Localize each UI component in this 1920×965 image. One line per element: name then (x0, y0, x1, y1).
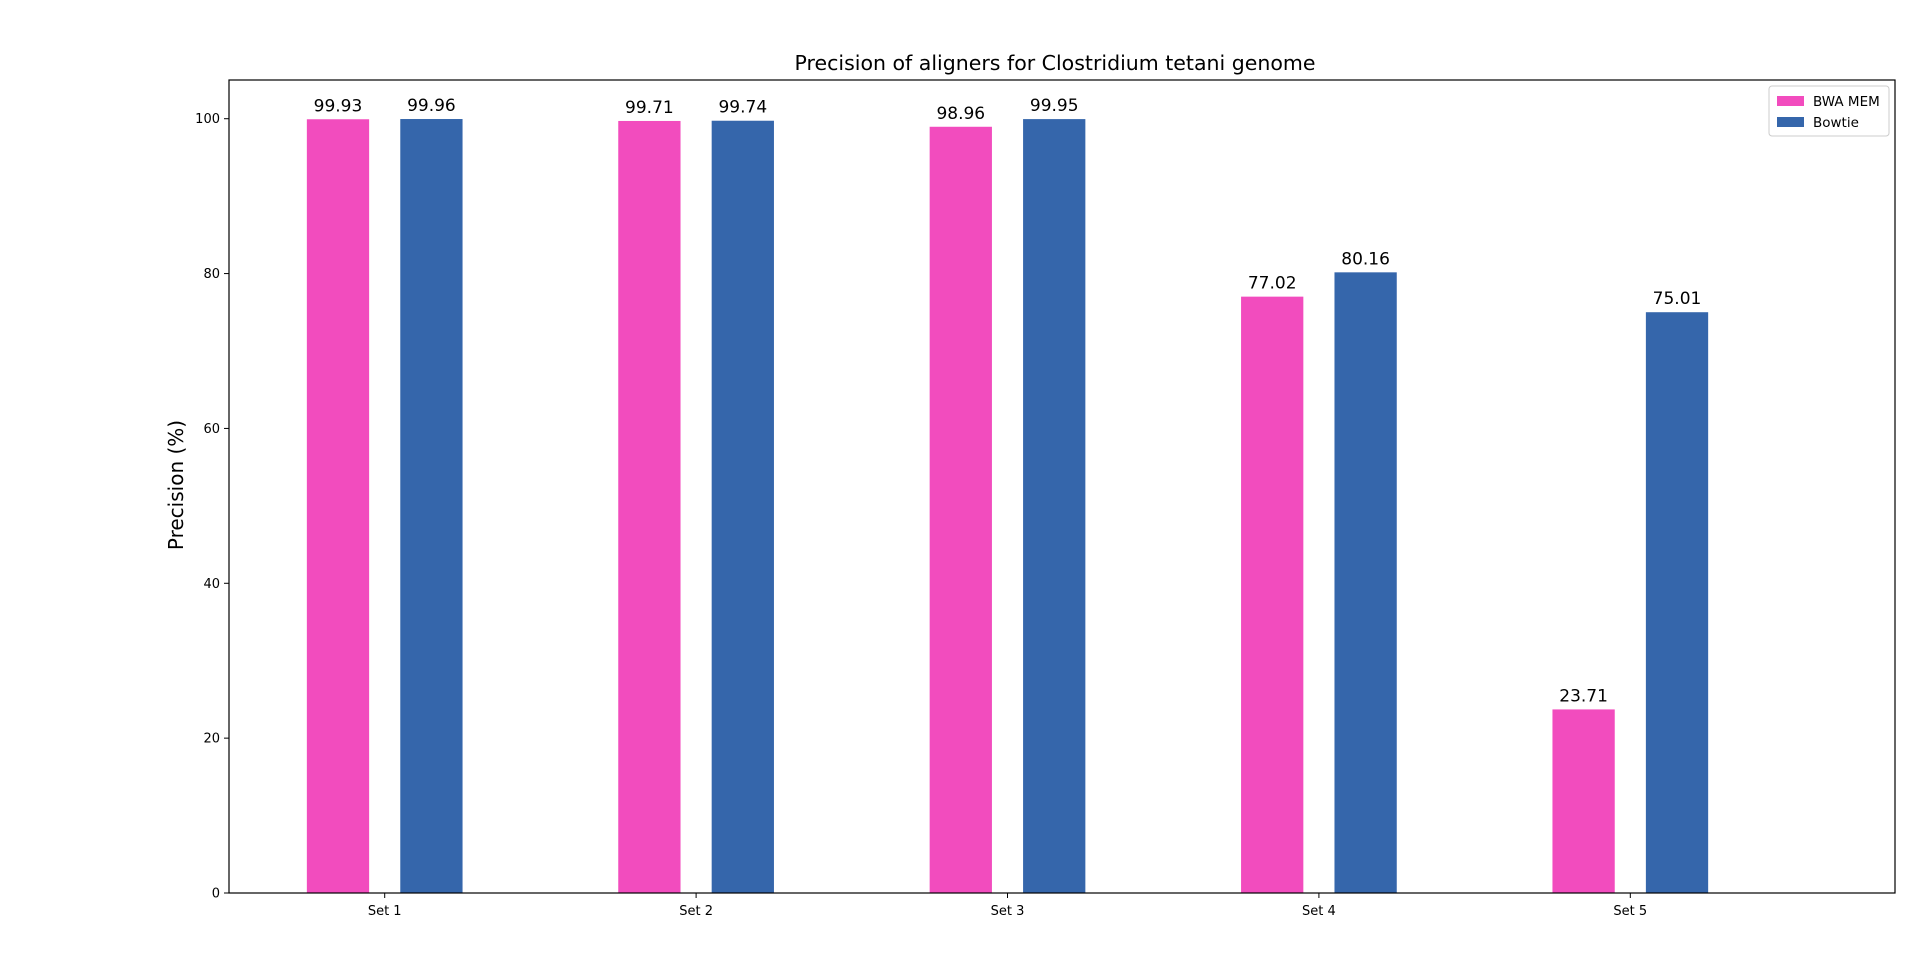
bar-bwa-mem-set-3 (929, 126, 992, 894)
data-label-bowtie-set-5: 75.01 (1653, 289, 1702, 309)
x-tick-label-set-5: Set 5 (1613, 904, 1647, 919)
data-label-bowtie-set-4: 80.16 (1341, 249, 1390, 269)
data-label-bwa-mem-set-3: 98.96 (936, 104, 985, 124)
x-tick-label-set-1: Set 1 (368, 904, 402, 919)
legend-swatch-bowtie (1777, 117, 1804, 127)
bar-bowtie-set-4 (1334, 272, 1397, 893)
data-label-bowtie-set-1: 99.96 (407, 96, 456, 116)
legend-swatch-bwa-mem (1777, 96, 1804, 106)
legend-label-bwa-mem: BWA MEM (1813, 94, 1880, 110)
y-tick-label-100: 100 (195, 112, 220, 127)
y-axis-title: Precision (%) (164, 420, 188, 550)
bars-layer (306, 119, 1709, 894)
y-tick-label-80: 80 (203, 267, 220, 282)
bar-bowtie-set-3 (1023, 119, 1086, 893)
bar-bowtie-set-1 (400, 119, 463, 894)
y-tick-label-40: 40 (203, 577, 220, 592)
bar-bwa-mem-set-5 (1552, 709, 1615, 893)
x-tick-label-set-3: Set 3 (991, 904, 1025, 919)
data-labels-layer: 99.93 99.96 99.71 99.74 98.96 99.95 77.02 80.16… (314, 96, 1702, 706)
data-label-bwa-mem-set-1: 99.93 (314, 96, 363, 116)
plot-frame (228, 79, 1896, 894)
y-tick-label-20: 20 (203, 732, 220, 747)
bar-bowtie-set-5 (1645, 312, 1709, 894)
data-label-bwa-mem-set-2: 99.71 (625, 98, 674, 118)
chart-title: Precision of aligners for Clostridium te… (795, 51, 1316, 75)
data-label-bwa-mem-set-4: 77.02 (1248, 274, 1297, 294)
x-axis: Set 1 Set 2 Set 3 Set 4 Set 5 (368, 893, 1647, 919)
bar-bwa-mem-set-2 (618, 120, 681, 893)
data-label-bowtie-set-2: 99.74 (718, 98, 767, 118)
x-tick-label-set-2: Set 2 (679, 904, 713, 919)
bar-bwa-mem-set-1 (306, 119, 370, 893)
bar-bwa-mem-set-4 (1241, 296, 1304, 893)
legend-label-bowtie: Bowtie (1813, 115, 1859, 131)
y-tick-label-60: 60 (203, 422, 220, 437)
y-tick-label-0: 0 (212, 887, 220, 902)
data-label-bowtie-set-3: 99.95 (1030, 96, 1079, 116)
data-label-bwa-mem-set-5: 23.71 (1559, 686, 1608, 706)
legend: BWA MEM Bowtie (1768, 85, 1890, 137)
bar-bowtie-set-2 (711, 120, 774, 894)
x-tick-label-set-4: Set 4 (1302, 904, 1336, 919)
y-axis: 0 20 40 60 80 100 (195, 112, 229, 902)
